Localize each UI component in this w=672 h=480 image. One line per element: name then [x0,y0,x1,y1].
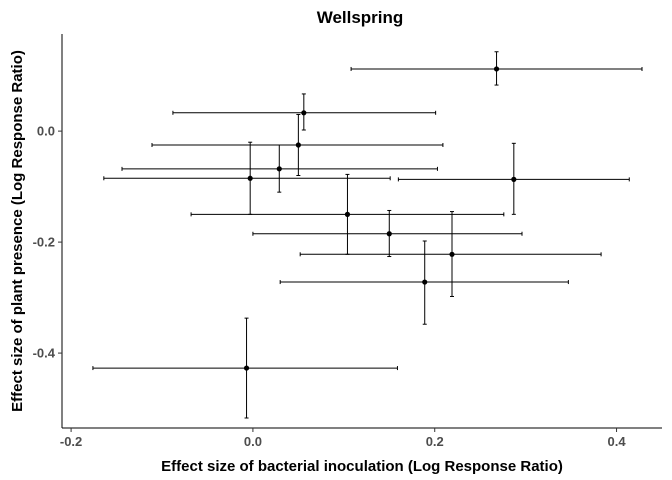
x-tick-label: -0.2 [60,434,82,449]
y-tick-label: -0.2 [33,235,55,250]
y-tick-label: 0.0 [37,124,55,139]
data-point [493,66,500,72]
x-tick-label: 0.4 [608,434,627,449]
chart-title: Wellspring [317,8,404,27]
data-point [247,175,253,181]
plot-area: -0.2 0.0 0.2 0.4 0.0 -0.2 -0.4 [33,34,662,449]
y-tick-label: -0.4 [33,346,56,361]
data-point [301,110,307,116]
data-point [243,365,250,371]
data-point [276,166,282,172]
data-point [511,176,517,182]
data-point [449,251,455,257]
x-axis-title: Effect size of bacterial inoculation (Lo… [161,458,563,475]
data-point [295,142,301,148]
data-point [386,231,392,237]
y-axis-title: Effect size of plant presence (Log Respo… [9,50,26,412]
data-point [422,279,428,285]
x-tick-label: 0.0 [244,434,262,449]
x-tick-label: 0.2 [426,434,444,449]
data-point [344,211,351,217]
